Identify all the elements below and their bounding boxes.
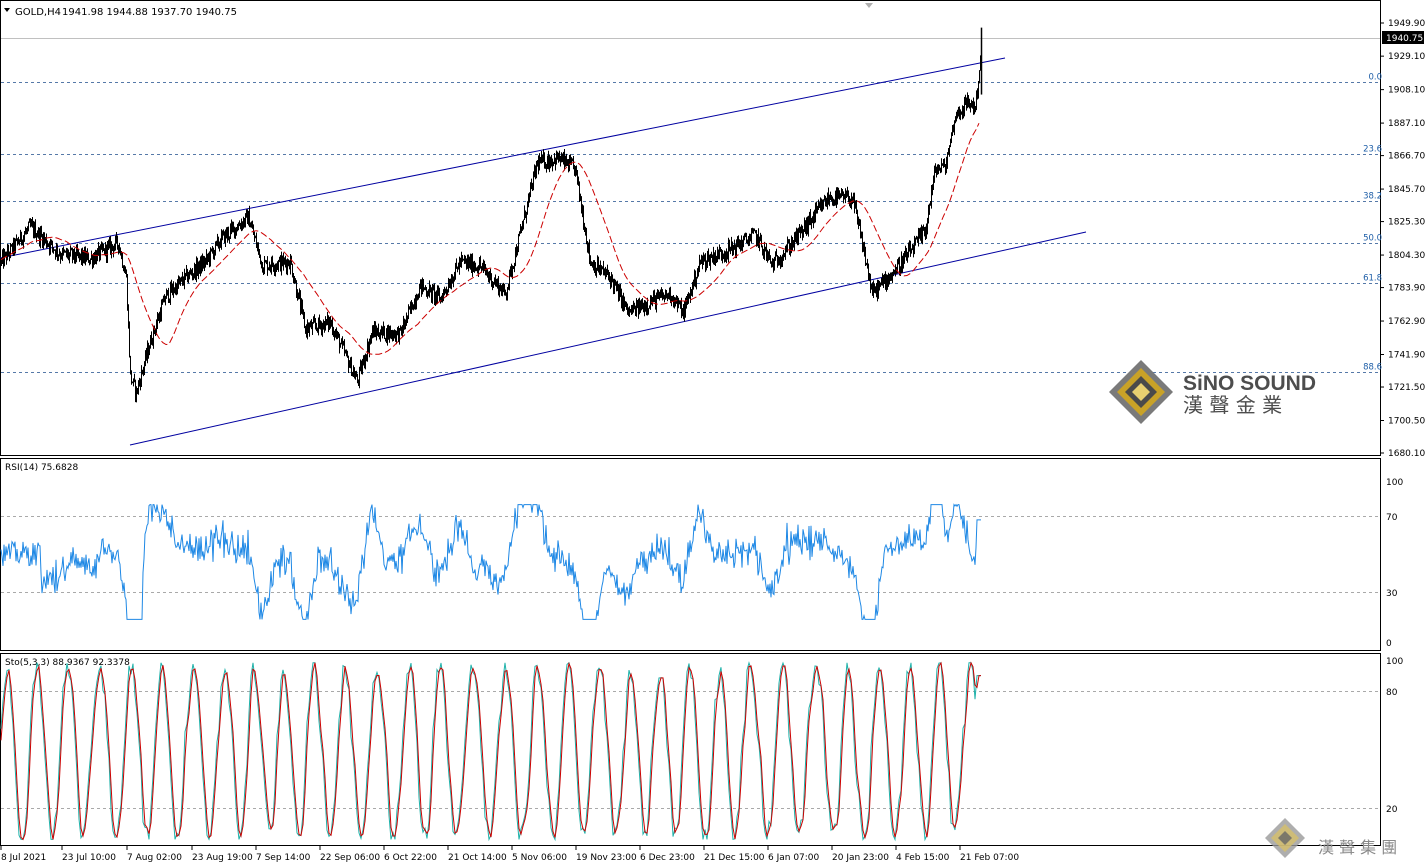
price-tick-label: 1804.30 [1388,251,1425,261]
time-tick-label: 23 Jul 10:00 [62,853,116,863]
dropdown-triangle-icon[interactable] [4,8,10,12]
current-price-tag [1382,31,1424,44]
time-tick-label: 7 Aug 02:00 [127,853,182,863]
fib-level-label: 50.0 [1363,234,1382,244]
time-tick-label: 20 Jan 23:00 [832,853,889,863]
channel-lower-line[interactable] [129,231,1087,446]
price-tick-label: 1929.10 [1388,52,1425,62]
fibonacci-levels: 0.0 23.6 38.2 50.0 61.8 88.6 [1,73,1382,373]
sino-sound-logo: SiNO SOUND 漢 聲 金 業 [1109,360,1316,424]
brand-english: SiNO SOUND [1183,372,1316,395]
stoch-panel[interactable] [0,653,1381,846]
time-tick-label: 21 Feb 07:00 [960,853,1019,863]
time-tick-label: 8 Jul 2021 [1,853,46,863]
time-tick-label: 23 Aug 19:00 [192,853,253,863]
time-tick-label: 22 Sep 06:00 [320,853,380,863]
price-candles [1,27,983,403]
moving-average-line [0,122,980,355]
price-tick-label: 1887.10 [1388,119,1425,129]
fib-level-label: 0.0 [1368,73,1382,83]
price-axis: 1949.90 1929.10 1908.10 1887.10 1866.70 1845.… [1380,19,1425,459]
price-tick-label: 1741.90 [1388,351,1425,361]
time-tick-label: 4 Feb 15:00 [896,853,950,863]
fib-level-label: 23.6 [1363,145,1382,155]
stoch-label: Sto(5,3,3) 88.9367 92.3378 [5,658,130,668]
rsi-axis-0: 0 [1386,639,1392,649]
time-tick-label: 19 Nov 23:00 [576,853,637,863]
current-price-value: 1940.75 [1386,34,1423,44]
fib-level-label: 61.8 [1363,274,1382,284]
price-tick-label: 1825.30 [1388,218,1425,228]
stoch-main-line [0,661,981,842]
price-tick-label: 1700.50 [1388,416,1425,426]
ohlc-readout: 1941.98 1944.88 1937.70 1940.75 [62,7,237,18]
rsi-line [0,503,981,620]
time-tick-label: 21 Oct 14:00 [448,853,507,863]
price-panel[interactable] [0,0,1381,456]
rsi-panel[interactable] [0,458,1381,651]
price-tick-label: 1721.50 [1388,383,1425,393]
time-tick-label: 7 Sep 14:00 [256,853,311,863]
brand-chinese: 漢 聲 金 業 [1183,393,1282,417]
rsi-axis-70: 70 [1386,513,1398,523]
corner-brand-chinese: 漢 聲 集 團 [1318,838,1397,857]
channel-upper-line[interactable] [0,57,1006,259]
scroll-marker-icon [865,3,873,8]
rsi-label: RSI(14) 75.6828 [5,463,78,473]
price-tick-label: 1866.70 [1388,152,1425,162]
corner-logo: 漢 聲 集 團 [1265,818,1397,858]
price-tick-label: 1783.90 [1388,284,1425,294]
rsi-axis-30: 30 [1386,589,1398,599]
stoch-axis-80: 80 [1386,688,1398,698]
price-tick-label: 1845.70 [1388,185,1425,195]
time-tick-label: 21 Dec 15:00 [704,853,765,863]
time-tick-label: 6 Jan 07:00 [768,853,820,863]
stoch-axis-20: 20 [1386,805,1398,815]
trend-channel[interactable] [0,57,1087,446]
fib-level-label: 88.6 [1363,363,1382,373]
price-tick-label: 1908.10 [1388,86,1425,96]
time-tick-label: 6 Oct 22:00 [384,853,437,863]
symbol-label: GOLD,H4 [15,7,61,18]
time-axis: 8 Jul 2021 23 Jul 10:00 7 Aug 02:00 23 Aug … [0,846,1019,863]
fib-level-label: 38.2 [1363,192,1382,202]
stoch-signal-line [0,661,981,841]
rsi-axis-100: 100 [1386,478,1403,488]
price-tick-label: 1680.10 [1388,449,1425,459]
price-tick-label: 1762.90 [1388,317,1425,327]
stoch-axis-100: 100 [1386,657,1403,667]
time-tick-label: 5 Nov 06:00 [512,853,567,863]
time-tick-label: 6 Dec 23:00 [640,853,695,863]
price-tick-label: 1949.90 [1388,19,1425,29]
